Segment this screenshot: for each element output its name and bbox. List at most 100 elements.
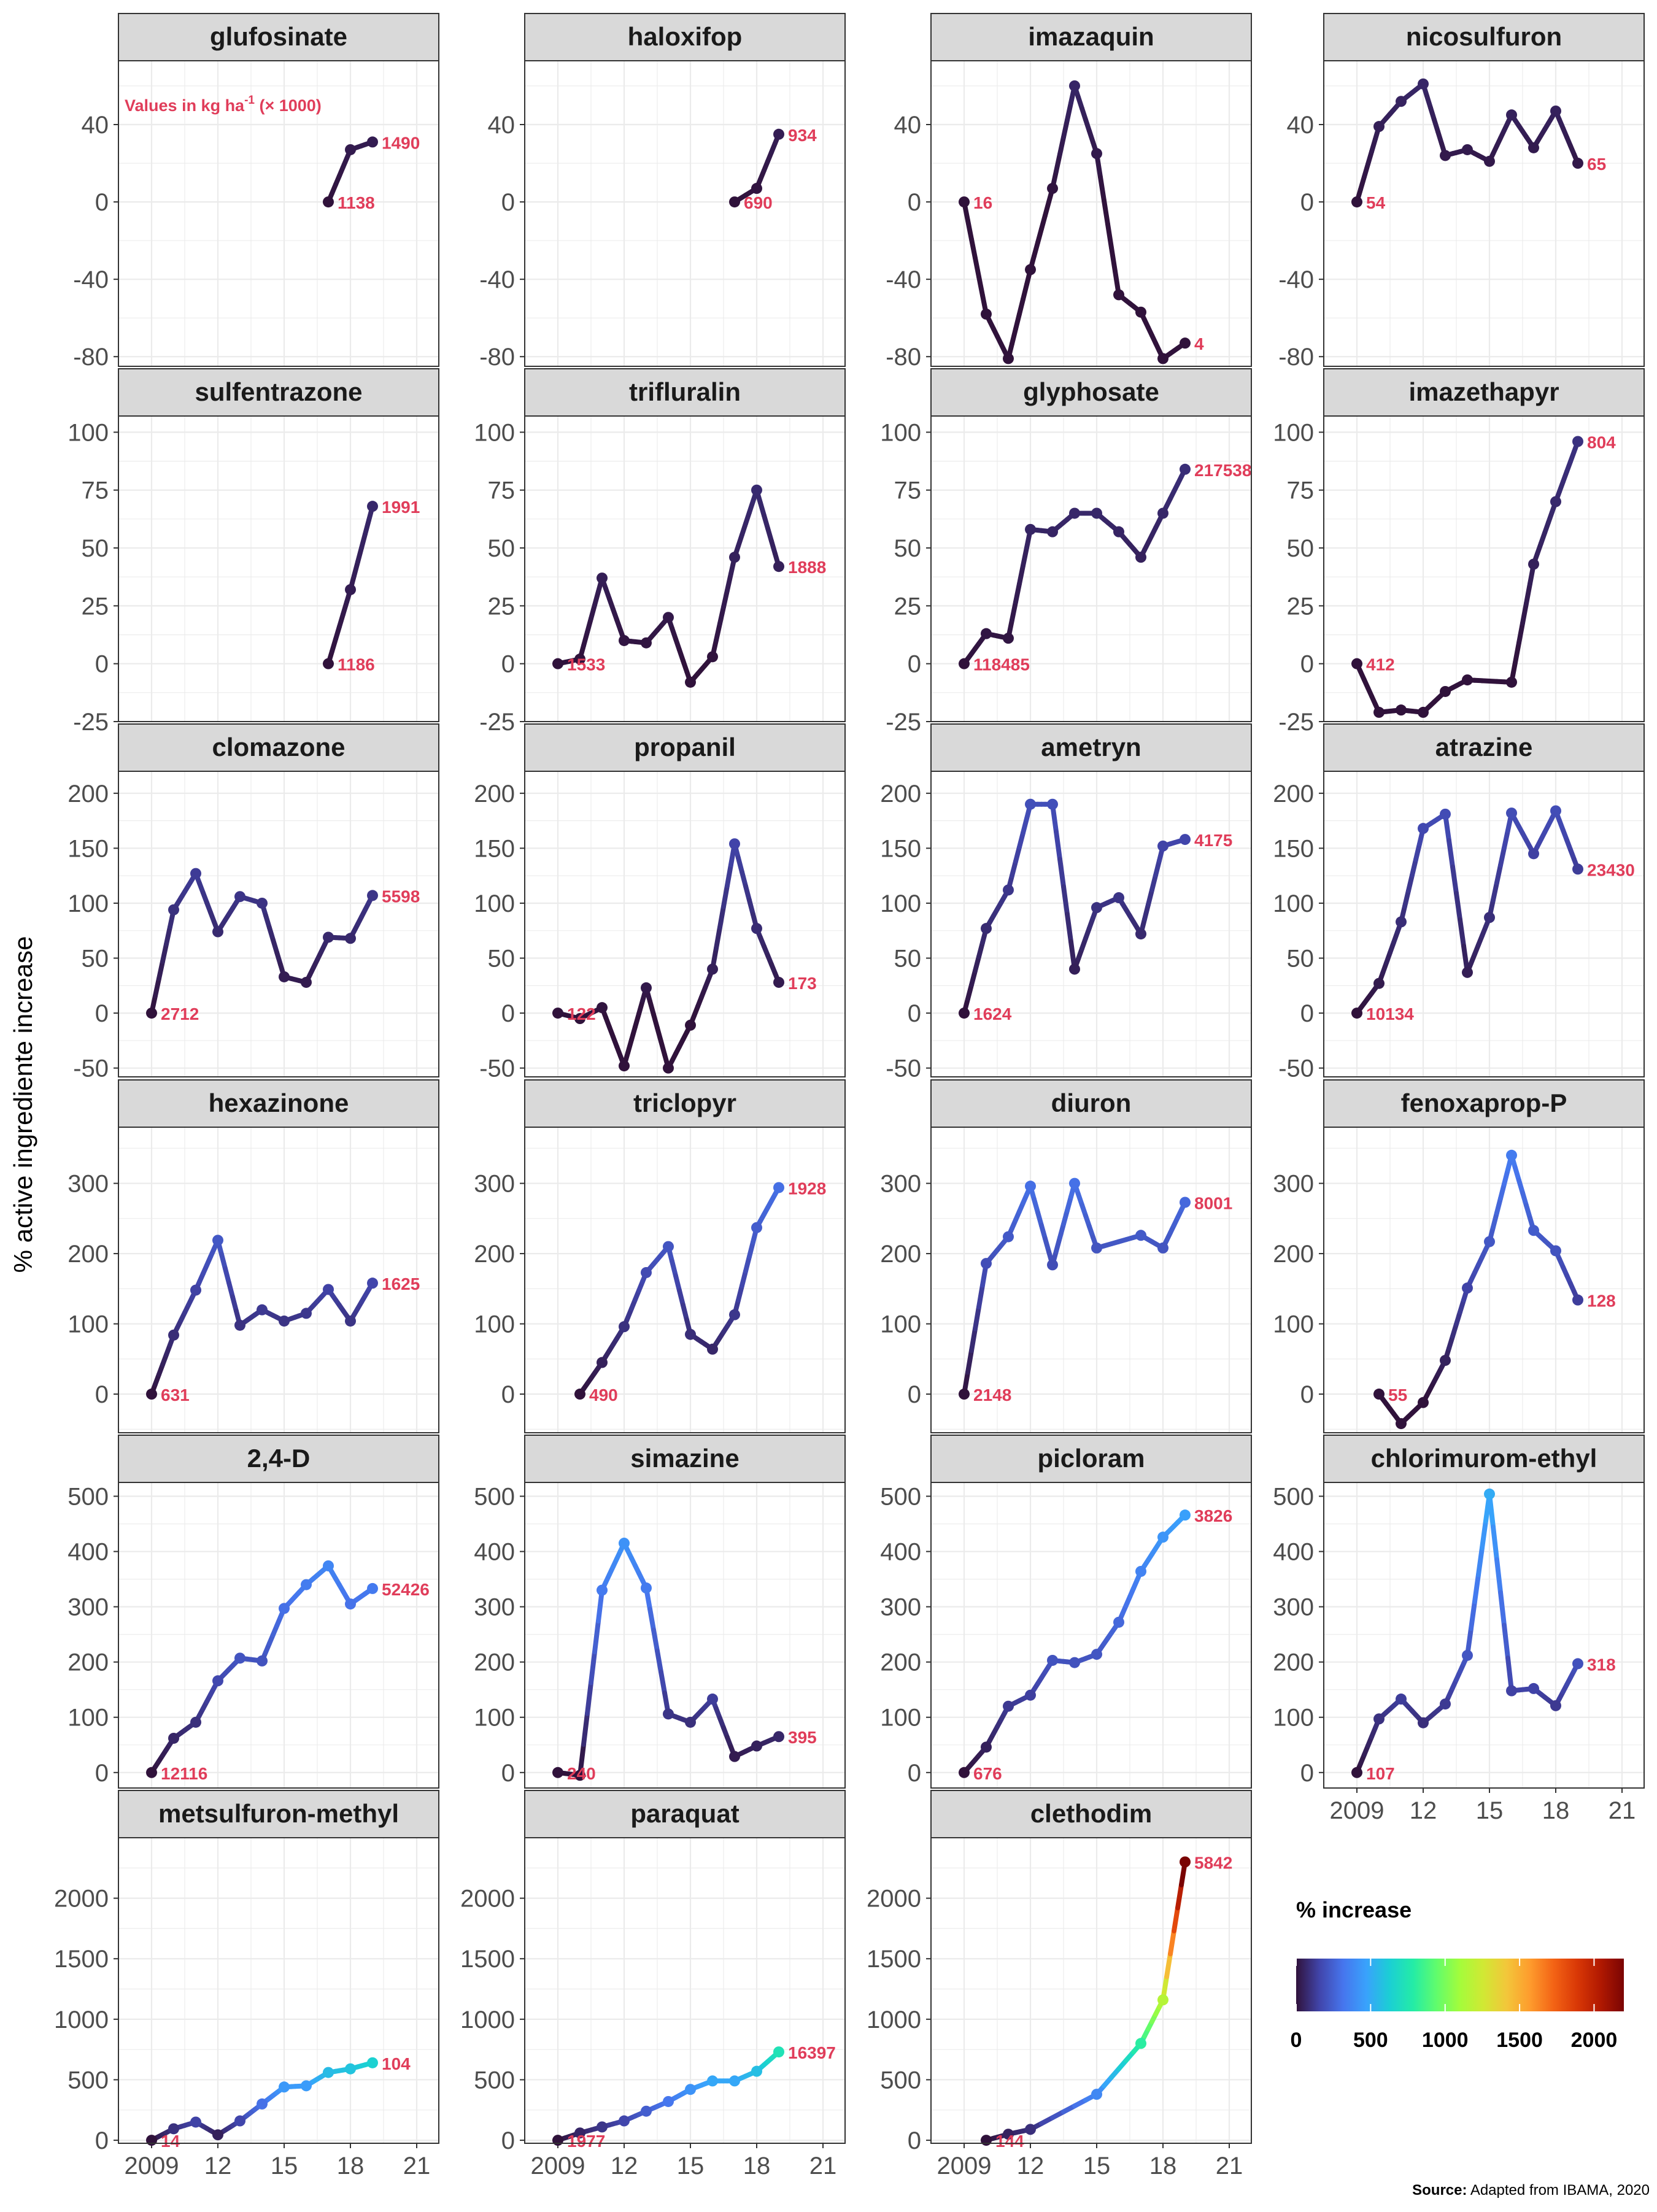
panel-title: trifluralin — [629, 377, 741, 406]
legend-tick-label: 1500 — [1496, 2029, 1543, 2052]
y-tick-label: 75 — [1287, 477, 1315, 504]
data-point — [367, 890, 378, 901]
data-point — [729, 552, 740, 563]
y-tick-label: 40 — [82, 112, 109, 139]
data-point — [1462, 967, 1473, 978]
end-value-label: 5842 — [1194, 1853, 1232, 1872]
y-tick-label: 25 — [894, 593, 922, 620]
panel-title: chlorimurom-ethyl — [1371, 1444, 1597, 1473]
data-point — [1418, 707, 1429, 718]
y-tick-label: 200 — [474, 780, 515, 807]
y-tick-label: -80 — [1278, 344, 1314, 371]
data-point — [1550, 496, 1561, 507]
data-point — [1113, 892, 1124, 903]
data-point — [619, 1060, 630, 1071]
y-tick-label: 100 — [1273, 1311, 1314, 1338]
y-tick-label: 200 — [68, 1649, 109, 1676]
data-point — [1157, 353, 1168, 364]
start-value-label: 1533 — [567, 655, 605, 674]
y-tick-label: 100 — [68, 1311, 109, 1338]
data-point — [146, 1008, 157, 1019]
y-tick-label: 0 — [501, 1760, 515, 1787]
data-point — [1550, 1700, 1561, 1711]
y-tick-label: 50 — [1287, 946, 1315, 973]
y-tick-label: 400 — [880, 1539, 921, 1566]
panel-title: clomazone — [212, 733, 345, 761]
y-tick-label: 50 — [82, 946, 109, 973]
data-point — [1113, 526, 1124, 538]
panel-title: simazine — [630, 1444, 739, 1473]
y-tick-label: 200 — [880, 1241, 921, 1268]
data-point — [959, 1389, 970, 1400]
data-point — [1047, 799, 1058, 810]
y-tick-label: 100 — [880, 419, 921, 446]
end-value-label: 8001 — [1194, 1193, 1232, 1212]
y-tick-label: -40 — [1278, 266, 1314, 293]
data-point — [597, 572, 608, 584]
data-point — [707, 963, 718, 974]
y-tick-label: -80 — [73, 344, 109, 371]
y-tick-label: 500 — [68, 1484, 109, 1511]
data-point — [1373, 121, 1385, 132]
data-point — [773, 1182, 784, 1193]
start-value-label: 2148 — [973, 1385, 1011, 1405]
y-tick-label: 0 — [95, 189, 109, 216]
data-point — [1351, 196, 1362, 207]
y-tick-label: -50 — [73, 1055, 109, 1082]
data-point — [1091, 507, 1102, 518]
data-point — [1180, 1509, 1191, 1520]
x-tick-label: 18 — [1542, 1797, 1570, 1824]
legend-tick-label: 2000 — [1571, 2029, 1618, 2052]
data-point — [301, 977, 312, 988]
y-tick-label: 100 — [68, 1705, 109, 1732]
data-point — [212, 2129, 223, 2140]
x-tick-label: 21 — [1216, 2152, 1243, 2179]
data-point — [981, 309, 992, 320]
data-point — [663, 1063, 674, 1074]
panel-title: glyphosate — [1023, 377, 1159, 406]
y-tick-label: 40 — [894, 112, 922, 139]
data-point — [1135, 1230, 1146, 1241]
end-value-label: 934 — [788, 126, 817, 145]
data-point — [1418, 1397, 1429, 1408]
y-tick-label: 100 — [474, 890, 515, 917]
data-point — [1135, 2038, 1146, 2049]
y-tick-label: 200 — [68, 780, 109, 807]
data-point — [981, 2135, 992, 2146]
y-tick-label: -25 — [479, 709, 515, 736]
end-value-label: 1928 — [788, 1179, 826, 1198]
data-point — [1003, 633, 1014, 644]
data-point — [1572, 158, 1583, 169]
data-point — [1180, 464, 1191, 475]
y-tick-label: 0 — [1300, 1000, 1314, 1027]
panel-title: haloxifop — [628, 22, 743, 51]
start-value-label: 240 — [567, 1764, 596, 1783]
data-point — [1091, 902, 1102, 913]
data-point — [1506, 677, 1517, 688]
data-point — [1373, 1389, 1385, 1400]
data-point — [1418, 823, 1429, 834]
data-point — [345, 933, 356, 944]
y-tick-label: 200 — [474, 1649, 515, 1676]
y-tick-label: 0 — [908, 1381, 921, 1408]
y-tick-label: 300 — [68, 1171, 109, 1198]
panel-title: imazethapyr — [1408, 377, 1559, 406]
data-point — [685, 1329, 696, 1340]
data-point — [1572, 1295, 1583, 1306]
data-point — [729, 196, 740, 207]
x-tick-label: 15 — [677, 2152, 705, 2179]
y-tick-label: -50 — [1278, 1055, 1314, 1082]
y-tick-label: -80 — [886, 344, 921, 371]
data-point — [707, 1344, 718, 1355]
data-point — [751, 485, 762, 496]
y-tick-label: 100 — [1273, 1705, 1314, 1732]
end-value-label: 395 — [788, 1728, 817, 1747]
panel-title: propanil — [634, 733, 736, 761]
data-point — [1351, 1767, 1362, 1778]
x-tick-label: 21 — [809, 2152, 837, 2179]
data-point — [1506, 109, 1517, 120]
